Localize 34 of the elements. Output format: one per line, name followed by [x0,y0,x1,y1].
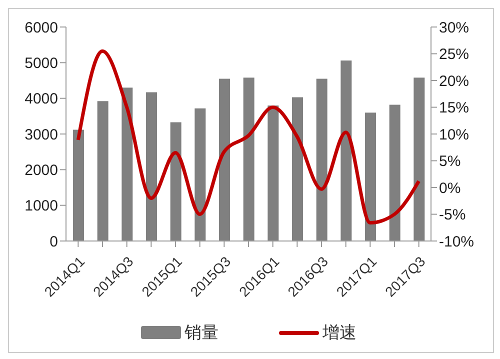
bar [268,105,279,241]
y-tick-label: 1000 [24,198,58,215]
bar [365,112,376,241]
y2-tick-label: -10% [439,233,474,250]
bar [316,78,328,241]
bar [170,122,182,241]
y2-tick-label: 25% [439,46,470,64]
bar [389,104,400,241]
bar [414,78,425,241]
bar [73,130,84,241]
legend-label: 增速 [322,322,356,344]
y-tick-label: 0 [50,233,58,250]
y2-tick-label: 20% [439,72,470,90]
bar [292,97,303,241]
y-tick-label: 6000 [24,19,58,36]
bar [146,92,157,241]
y2-tick-label: 10% [439,126,470,144]
bar [243,78,254,241]
bar [97,101,108,241]
bar [194,108,206,241]
y-tick-label: 3000 [24,126,58,144]
y2-tick-label: 15% [439,100,470,117]
y2-tick-label: 0% [439,180,461,197]
y-tick-label: 5000 [24,54,58,72]
line-series [76,49,421,225]
y-tick-label: 2000 [24,162,58,179]
bar [219,78,230,241]
y-tick-label: 4000 [24,90,58,108]
y2-tick-label: -5% [439,206,466,224]
bar [340,60,352,241]
y2-tick-label: 5% [439,153,461,170]
legend-label: 销量 [184,322,218,344]
y2-tick-label: 30% [439,19,470,36]
bar [122,88,133,241]
